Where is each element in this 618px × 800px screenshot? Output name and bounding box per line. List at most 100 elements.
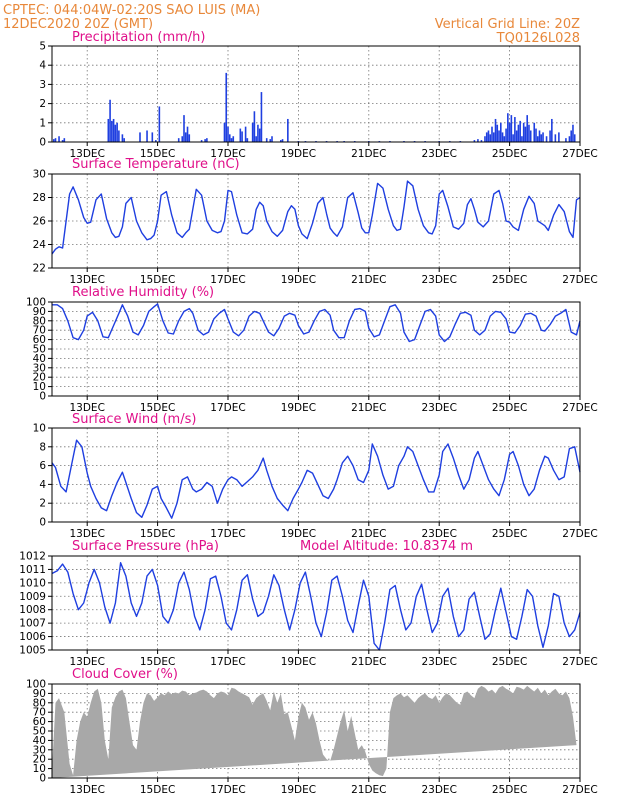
y-tick-label: 80 xyxy=(33,315,46,327)
x-tick-label: 21DEC xyxy=(351,656,386,668)
precip-bar xyxy=(480,140,483,142)
y-tick-label: 30 xyxy=(33,169,46,181)
y-tick-label: 10 xyxy=(33,381,46,393)
precip-bar xyxy=(484,136,486,142)
precip-bar xyxy=(123,138,125,142)
x-tick-label: 23DEC xyxy=(421,528,456,540)
x-tick-label: 15DEC xyxy=(140,402,175,414)
precip-bar xyxy=(271,136,273,142)
precip-bar xyxy=(501,132,504,142)
precip-bar xyxy=(517,124,520,142)
x-tick-label: 25DEC xyxy=(492,402,527,414)
precip-bar xyxy=(491,126,493,142)
model-altitude-note: Model Altitude: 10.8374 m xyxy=(300,539,473,554)
precip-bar xyxy=(538,130,541,142)
precip-bar xyxy=(151,132,154,142)
precip-bar xyxy=(116,122,118,142)
precip-bar xyxy=(515,130,518,142)
precip-bar xyxy=(540,134,543,142)
precip-bar xyxy=(568,136,571,142)
precip-bar xyxy=(473,140,476,142)
precip-bar xyxy=(225,72,228,142)
precip-bar xyxy=(269,139,272,142)
y-tick-label: 90 xyxy=(33,688,46,700)
x-tick-label: 19DEC xyxy=(281,402,316,414)
x-tick-label: 15DEC xyxy=(140,656,175,668)
y-tick-label: 1009 xyxy=(19,591,46,603)
cloud-cover-area xyxy=(52,685,577,778)
y-tick-label: 2 xyxy=(39,98,46,110)
x-tick-label: 19DEC xyxy=(281,528,316,540)
y-tick-label: 0 xyxy=(39,773,46,785)
precip-bar xyxy=(514,117,516,142)
precip-bar xyxy=(111,120,113,142)
plot-frame xyxy=(51,427,581,523)
precip-bar xyxy=(184,132,187,142)
precip-bar xyxy=(521,136,523,142)
y-tick-label: 50 xyxy=(33,344,46,356)
precip-bar xyxy=(206,138,208,142)
precip-bar xyxy=(280,140,282,142)
x-tick-label: 17DEC xyxy=(210,528,245,540)
x-tick-label: 27DEC xyxy=(562,656,597,668)
x-tick-label: 27DEC xyxy=(562,274,597,286)
precip-bar xyxy=(61,140,64,142)
precip-bar xyxy=(533,122,536,142)
precip-bar xyxy=(146,130,148,142)
y-tick-label: 40 xyxy=(33,735,46,747)
precip-bar xyxy=(63,138,66,142)
precip-bar xyxy=(573,134,576,142)
header-date: 12DEC2020 20Z (GMT) xyxy=(3,17,153,32)
panel-temp: 22 24 26 28 30 13DEC 15DEC 17DEC 19DEC 21DEC 23DEC… xyxy=(33,157,598,286)
x-tick-label: 17DEC xyxy=(210,656,245,668)
precip-bar xyxy=(239,128,242,142)
precip-bar xyxy=(181,136,184,142)
x-tick-label: 19DEC xyxy=(281,784,316,796)
x-tick-label: 19DEC xyxy=(281,274,316,286)
precip-bar xyxy=(505,128,507,142)
y-tick-label: 90 xyxy=(33,306,46,318)
y-tick-label: 10 xyxy=(33,763,46,775)
precip-bar xyxy=(526,115,528,142)
y-tick-label: 22 xyxy=(33,263,46,275)
y-tick-label: 3 xyxy=(39,79,46,91)
y-tick-label: 100 xyxy=(26,297,46,309)
y-tick-label: 0 xyxy=(39,391,46,403)
y-tick-label: 30 xyxy=(33,744,46,756)
precip-bar xyxy=(109,99,111,142)
precip-bar xyxy=(529,130,532,142)
precip-bar xyxy=(500,122,502,142)
precip-bar xyxy=(257,124,259,142)
precip-bar xyxy=(524,126,527,142)
precip-bar xyxy=(503,136,506,142)
precip-bar xyxy=(258,128,261,142)
x-tick-label: 19DEC xyxy=(281,656,316,668)
panel-title: Relative Humidity (%) xyxy=(72,285,214,300)
x-tick-label: 25DEC xyxy=(492,656,527,668)
precip-bar xyxy=(570,130,572,142)
precip-bar xyxy=(223,122,226,142)
precip-bar xyxy=(188,134,191,142)
x-tick-label: 21DEC xyxy=(351,402,386,414)
y-tick-label: 100 xyxy=(26,679,46,691)
x-tick-label: 23DEC xyxy=(421,784,456,796)
precip-bar xyxy=(186,126,189,142)
y-tick-label: 60 xyxy=(33,716,46,728)
y-tick-label: 1005 xyxy=(19,645,46,657)
y-tick-label: 80 xyxy=(33,697,46,709)
y-tick-label: 6 xyxy=(39,460,46,472)
precip-bar xyxy=(52,139,55,142)
precip-bar xyxy=(232,136,235,142)
y-tick-label: 1007 xyxy=(19,618,46,630)
precip-bar xyxy=(551,118,553,142)
precip-bar xyxy=(121,134,124,142)
precip-bar xyxy=(519,120,521,142)
x-tick-label: 27DEC xyxy=(562,784,597,796)
panel-title: Precipitation (mm/h) xyxy=(72,30,205,45)
plot-frame xyxy=(51,555,581,651)
precip-bar xyxy=(496,124,499,142)
header-grid-note: Vertical Grid Line: 20Z xyxy=(435,17,580,32)
pres-line xyxy=(51,562,581,651)
